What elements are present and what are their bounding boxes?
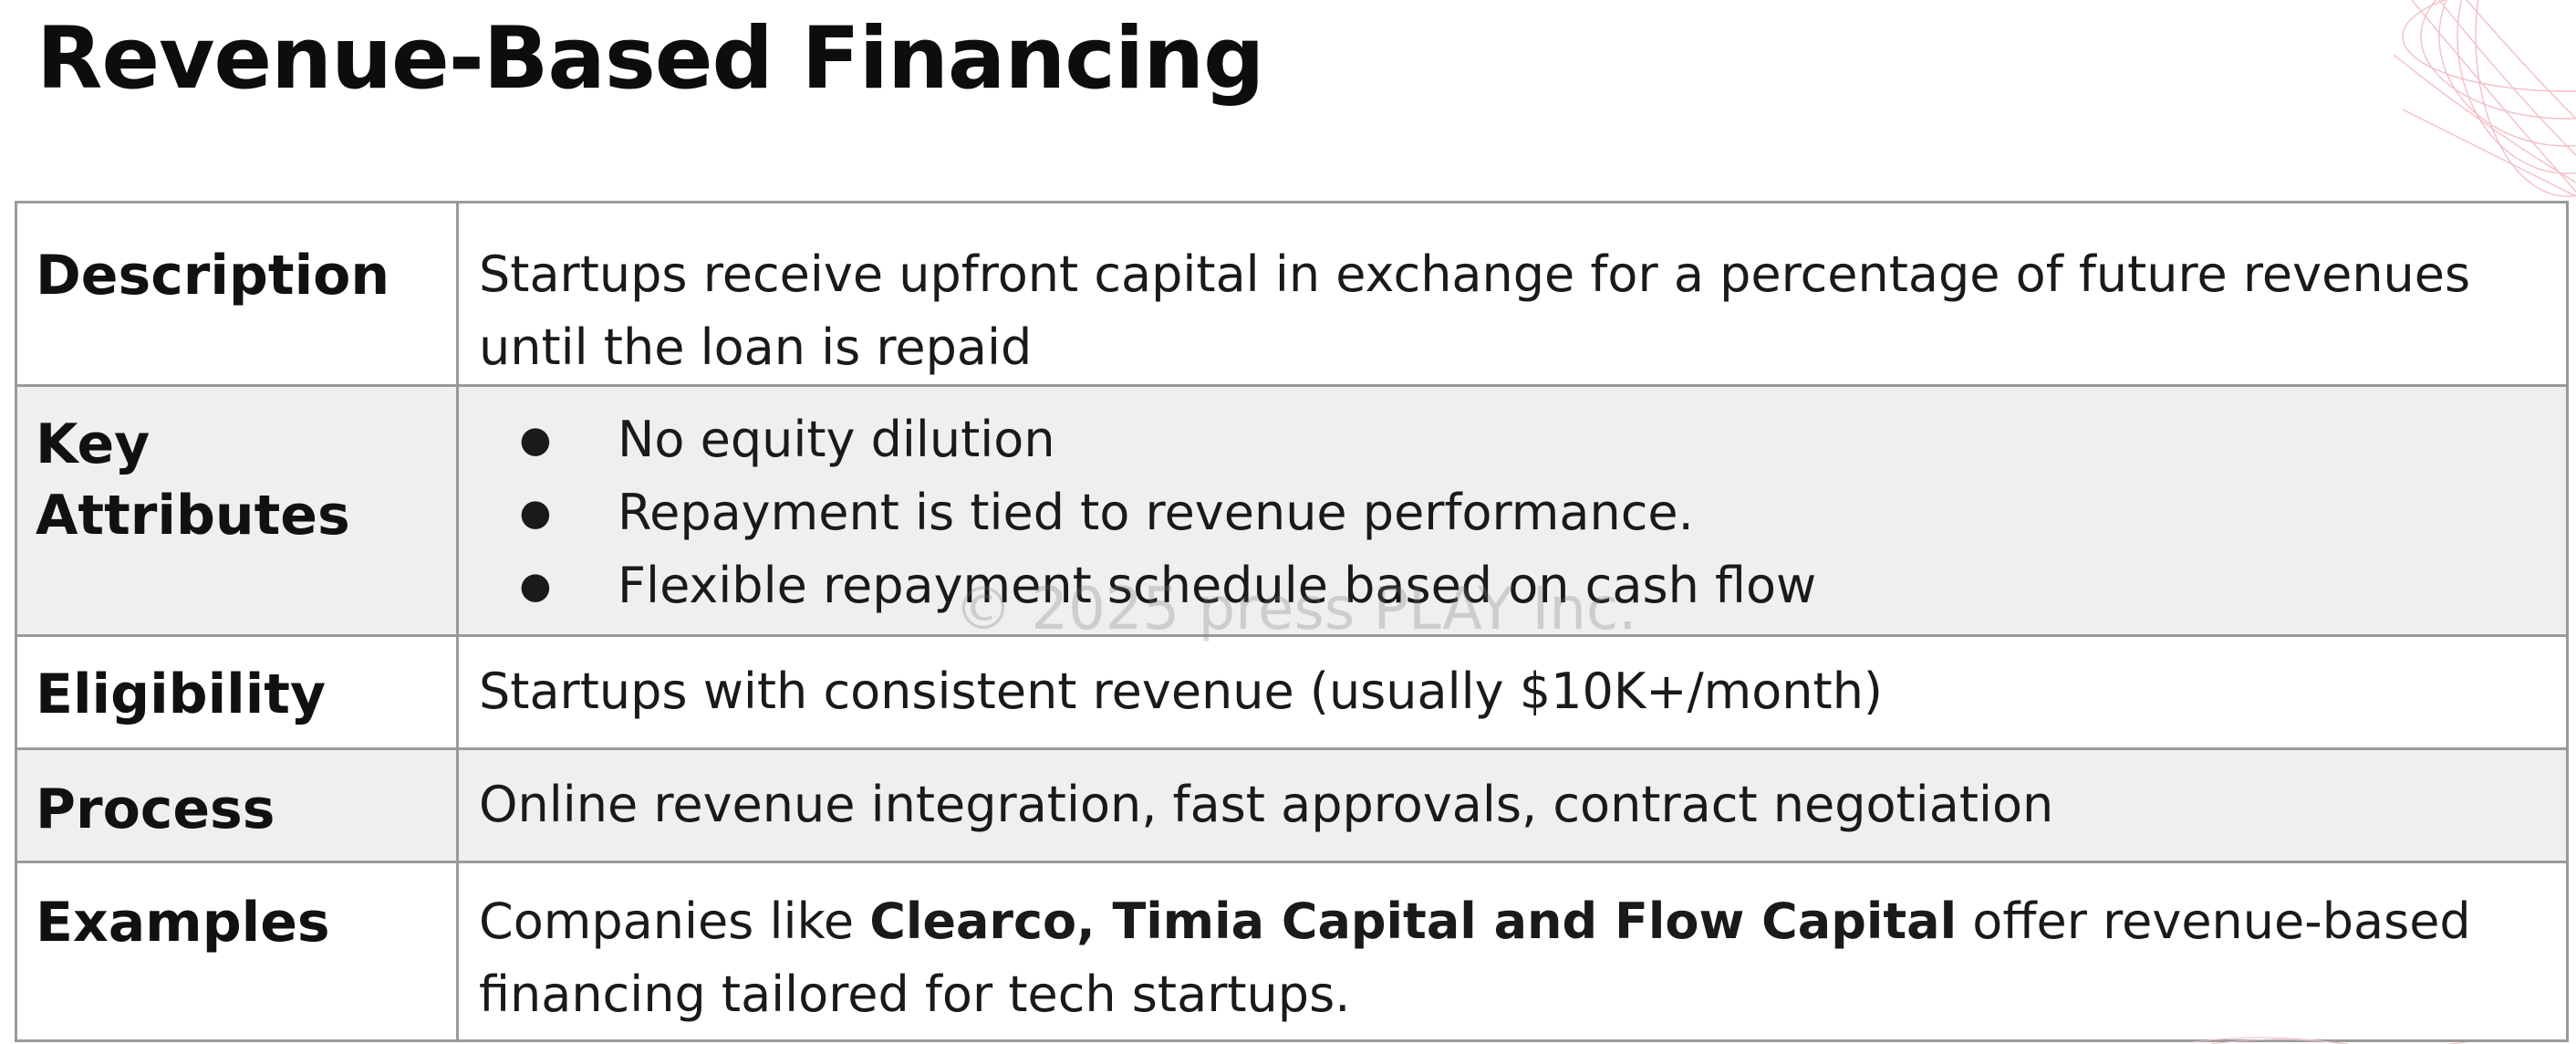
- list-item: ● No equity dilution: [459, 403, 2539, 476]
- row-label-eligibility: Eligibility: [15, 634, 459, 750]
- examples-suffix: offer revenue-based financing tailored f…: [479, 893, 2471, 1023]
- table-row-process: Process Online revenue integration, fast…: [15, 747, 2569, 863]
- row-label-description: Description: [15, 201, 459, 387]
- list-item-text: Flexible repayment schedule based on cas…: [618, 557, 1817, 614]
- list-item: ● Flexible repayment schedule based on c…: [459, 549, 2539, 622]
- decorative-wireframe-icon: [2394, 0, 2576, 197]
- row-label-examples: Examples: [15, 861, 459, 1042]
- table-row-description: Description Startups receive upfront cap…: [15, 201, 2569, 387]
- table-row-examples: Examples Companies like Clearco, Timia C…: [15, 861, 2569, 1042]
- row-value-examples: Companies like Clearco, Timia Capital an…: [456, 861, 2569, 1042]
- bullet-icon: ●: [519, 419, 552, 461]
- attribute-list: ● No equity dilution ● Repayment is tied…: [459, 403, 2539, 622]
- bullet-icon: ●: [519, 565, 552, 607]
- list-item: ● Repayment is tied to revenue performan…: [459, 476, 2539, 549]
- row-label-key-attributes: Key Attributes: [15, 384, 459, 637]
- list-item-text: Repayment is tied to revenue performance…: [618, 484, 1694, 541]
- row-value-key-attributes: ● No equity dilution ● Repayment is tied…: [456, 384, 2569, 637]
- row-label-process: Process: [15, 747, 459, 863]
- examples-companies: Clearco, Timia Capital and Flow Capital: [869, 893, 1958, 950]
- decorative-pattern-icon: [2193, 1037, 2467, 1044]
- table-row-eligibility: Eligibility Startups with consistent rev…: [15, 634, 2569, 750]
- bullet-icon: ●: [519, 492, 552, 534]
- row-value-description: Startups receive upfront capital in exch…: [456, 201, 2569, 387]
- row-value-process: Online revenue integration, fast approva…: [456, 747, 2569, 863]
- page-title: Revenue-Based Financing: [36, 9, 1264, 109]
- table-row-key-attributes: Key Attributes ● No equity dilution ● Re…: [15, 384, 2569, 637]
- examples-prefix: Companies like: [479, 893, 870, 950]
- financing-info-table: Description Startups receive upfront cap…: [15, 201, 2569, 1042]
- row-value-eligibility: Startups with consistent revenue (usuall…: [456, 634, 2569, 750]
- list-item-text: No equity dilution: [618, 411, 1055, 468]
